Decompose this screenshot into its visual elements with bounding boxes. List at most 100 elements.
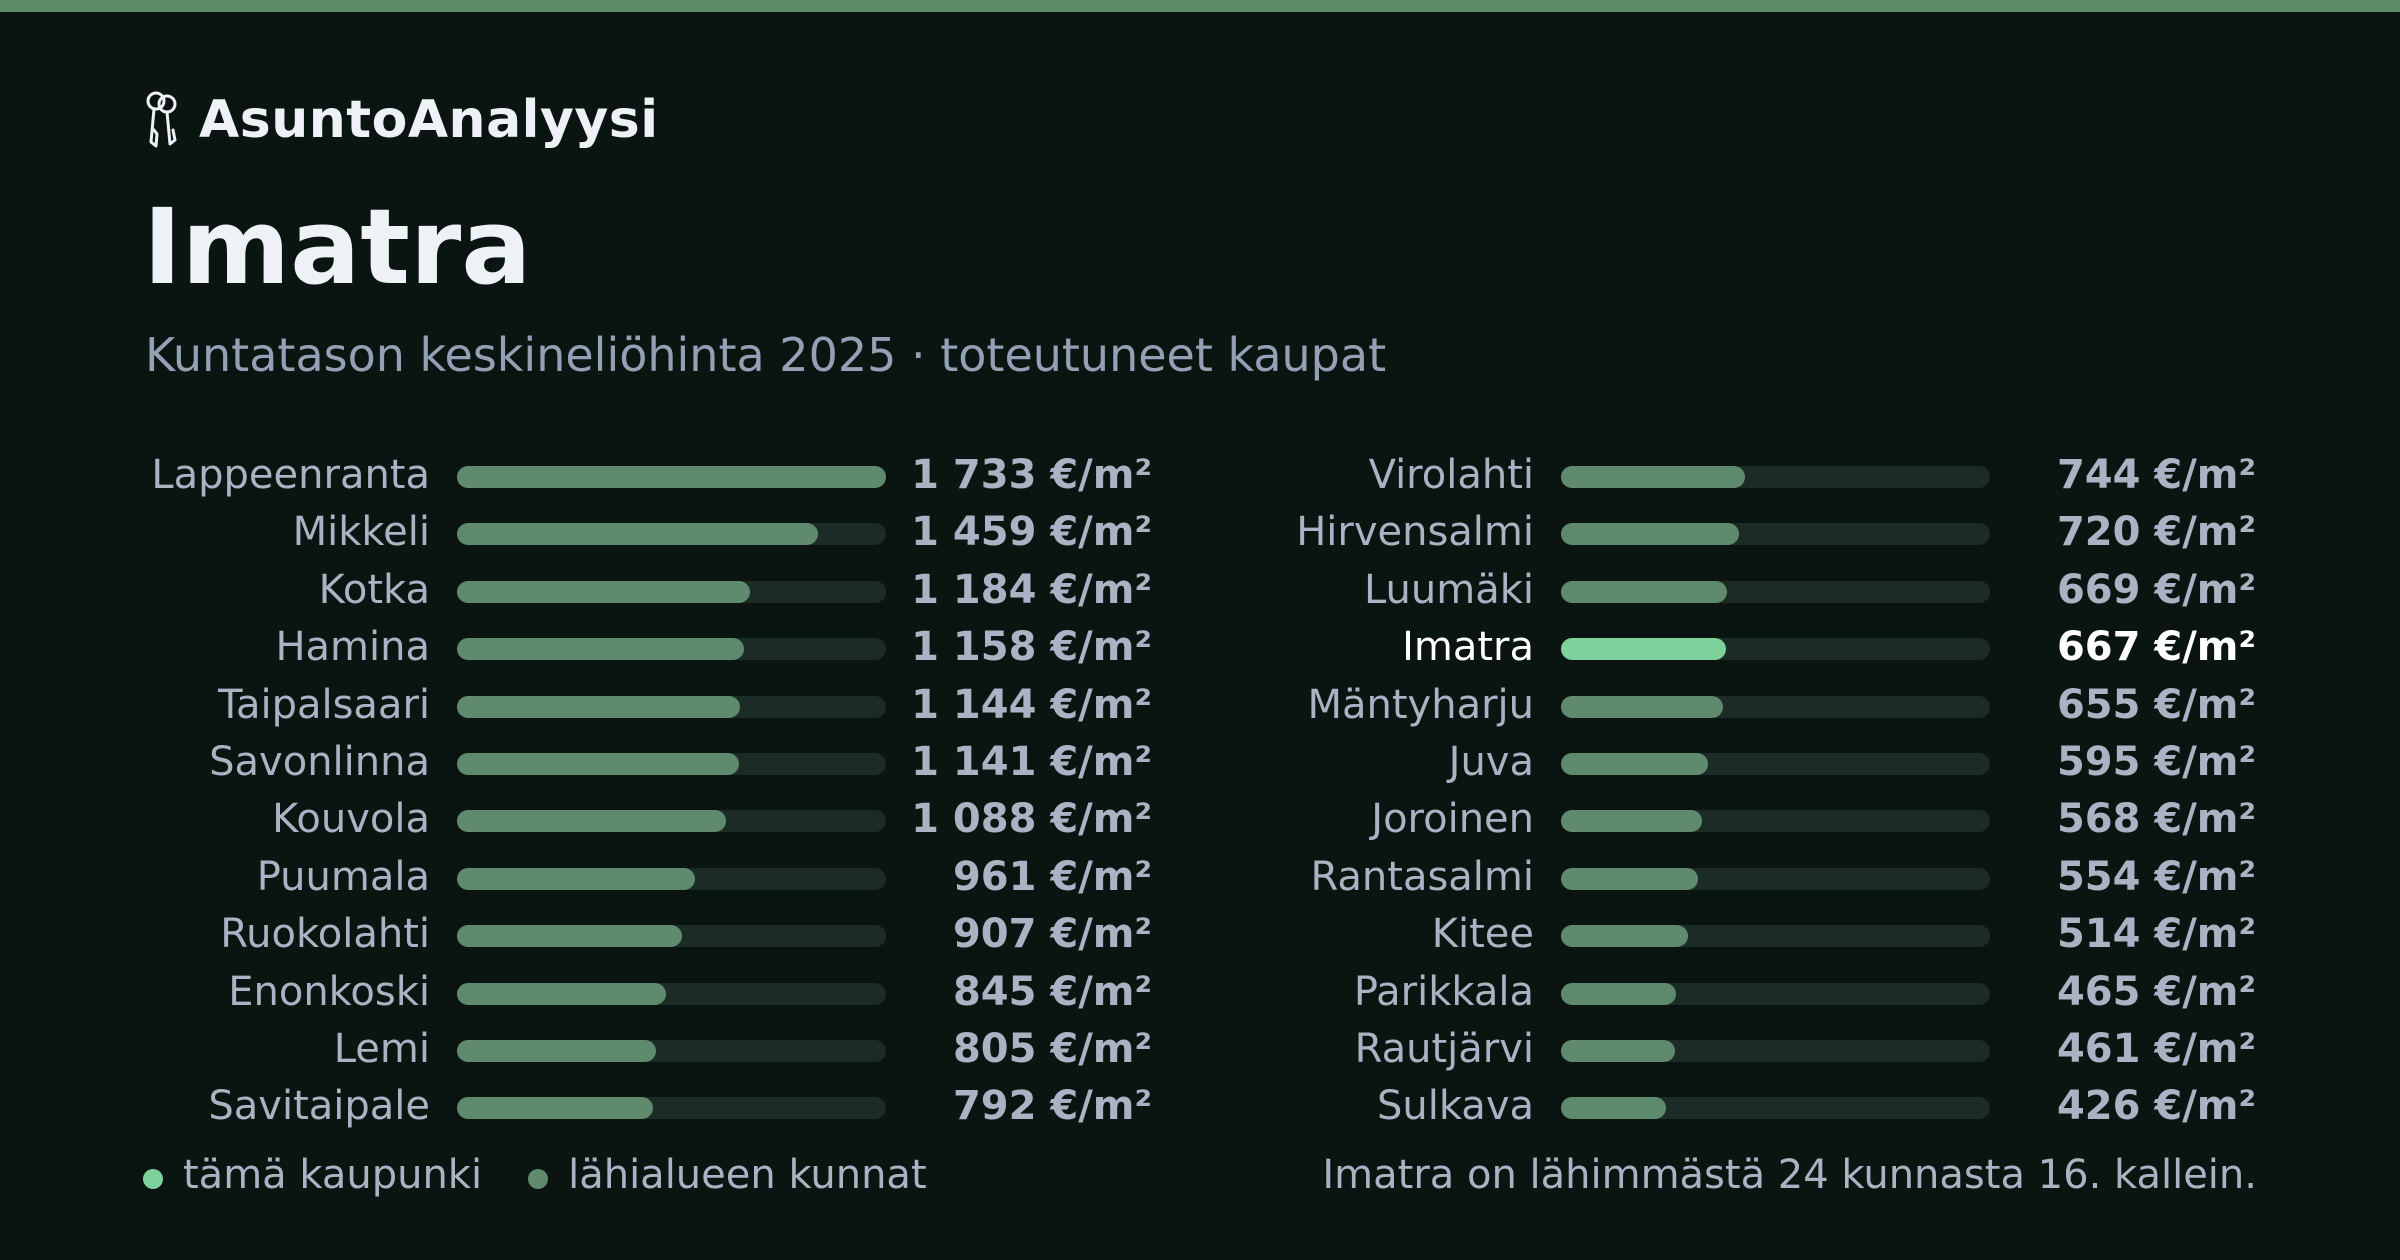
value-label: 461 €/m² bbox=[2056, 1026, 2256, 1072]
bar-track bbox=[1561, 580, 1990, 603]
legend: tämä kaupunki lähialueen kunnat bbox=[143, 1152, 973, 1198]
category-label: Rautjärvi bbox=[1354, 1026, 1534, 1072]
bar bbox=[457, 466, 886, 488]
bar bbox=[457, 1097, 653, 1120]
legend-item-this-city: tämä kaupunki bbox=[143, 1152, 482, 1198]
bar-track bbox=[457, 1097, 886, 1120]
category-label: Kouvola bbox=[272, 796, 430, 843]
top-accent-bar bbox=[0, 0, 2400, 12]
bar-track bbox=[1561, 867, 1990, 890]
bar-track bbox=[1561, 753, 1990, 775]
value-label: 595 €/m² bbox=[2056, 739, 2256, 785]
category-label: Taipalsaari bbox=[218, 681, 430, 728]
category-label: Kitee bbox=[1431, 911, 1534, 958]
brand: AsuntoAnalyysi bbox=[143, 88, 659, 152]
bar bbox=[457, 638, 744, 661]
category-label: Puumala bbox=[256, 853, 430, 900]
legend-label: tämä kaupunki bbox=[183, 1152, 483, 1198]
category-label: Enonkoski bbox=[228, 968, 430, 1015]
value-label: 744 €/m² bbox=[2056, 452, 2256, 498]
value-label: 1 184 €/m² bbox=[911, 566, 1152, 613]
value-label: 792 €/m² bbox=[952, 1083, 1152, 1130]
category-label: Juva bbox=[1448, 739, 1534, 785]
bar-row: Enonkoski 845 €/m² bbox=[0, 963, 2400, 1021]
bar bbox=[1561, 867, 1698, 890]
category-label: Joroinen bbox=[1371, 796, 1534, 843]
bar-track bbox=[457, 466, 886, 488]
bar-row: Savonlinna 1 141 €/m² bbox=[0, 733, 2400, 791]
bar-row: Virolahti 744 €/m² bbox=[0, 446, 2400, 504]
value-label: 1 088 €/m² bbox=[911, 796, 1152, 843]
bar-row: Kotka 1 184 €/m² bbox=[0, 561, 2400, 619]
page-title: Imatra bbox=[143, 186, 532, 308]
bar bbox=[1561, 1097, 1666, 1120]
bar-track bbox=[1561, 810, 1990, 833]
page-subtitle: Kuntatason keskineliöhinta 2025 · toteut… bbox=[145, 328, 1387, 382]
bar bbox=[1561, 523, 1739, 546]
keys-icon bbox=[146, 91, 177, 148]
value-label: 720 €/m² bbox=[2056, 509, 2256, 556]
value-label: 669 €/m² bbox=[2056, 566, 2256, 613]
bar-track bbox=[1561, 638, 1990, 661]
value-label: 1 733 €/m² bbox=[911, 452, 1152, 498]
bar-row: Kitee 514 €/m² bbox=[0, 905, 2400, 963]
bar-row: Rautjärvi 461 €/m² bbox=[0, 1020, 2400, 1078]
bar-row: Parikkala 465 €/m² bbox=[0, 963, 2400, 1021]
bar bbox=[457, 1040, 656, 1062]
value-label: 845 €/m² bbox=[952, 968, 1152, 1015]
bar-track bbox=[457, 925, 886, 948]
category-label: Parikkala bbox=[1353, 968, 1534, 1015]
bar-track bbox=[457, 753, 886, 775]
category-label: Kotka bbox=[318, 566, 430, 613]
bar bbox=[1561, 580, 1727, 603]
value-label: 554 €/m² bbox=[2056, 853, 2256, 900]
bar bbox=[1561, 925, 1688, 948]
category-label: Rantasalmi bbox=[1310, 853, 1534, 900]
bar-track bbox=[457, 867, 886, 890]
bar-track bbox=[1561, 1097, 1990, 1120]
bar-track bbox=[457, 1040, 886, 1062]
category-label: Savitaipale bbox=[208, 1083, 430, 1130]
bar bbox=[457, 982, 666, 1005]
value-label: 1 158 €/m² bbox=[911, 624, 1152, 671]
bar-row: Lemi 805 €/m² bbox=[0, 1020, 2400, 1078]
category-label: Hirvensalmi bbox=[1296, 509, 1534, 556]
rank-note: Imatra on lähimmästä 24 kunnasta 16. kal… bbox=[1322, 1152, 2257, 1198]
bar-track bbox=[1561, 523, 1990, 546]
bar-track bbox=[1561, 466, 1990, 488]
category-label: Virolahti bbox=[1368, 452, 1534, 498]
bar-row: Ruokolahti 907 €/m² bbox=[0, 905, 2400, 963]
value-label: 465 €/m² bbox=[2056, 968, 2256, 1015]
legend-dot-nearby bbox=[528, 1169, 549, 1189]
bar-row: Mikkeli 1 459 €/m² bbox=[0, 503, 2400, 561]
bar-track bbox=[457, 810, 886, 833]
legend-item-nearby: lähialueen kunnat bbox=[528, 1152, 927, 1198]
bar-track bbox=[457, 580, 886, 603]
value-label: 961 €/m² bbox=[952, 853, 1152, 900]
bar-track bbox=[457, 638, 886, 661]
bar-row: Kouvola 1 088 €/m² bbox=[0, 790, 2400, 848]
value-label: 667 €/m² bbox=[2056, 624, 2256, 671]
bar-row: Hamina 1 158 €/m² bbox=[0, 618, 2400, 676]
bar-row: Hirvensalmi 720 €/m² bbox=[0, 503, 2400, 561]
bar-track bbox=[1561, 1040, 1990, 1062]
category-label: Lemi bbox=[333, 1026, 430, 1072]
bar bbox=[1561, 638, 1726, 661]
value-label: 426 €/m² bbox=[2056, 1083, 2256, 1130]
bar-track bbox=[1561, 982, 1990, 1005]
bar-row: Joroinen 568 €/m² bbox=[0, 790, 2400, 848]
category-label: Mikkeli bbox=[292, 509, 430, 556]
bar-row: Juva 595 €/m² bbox=[0, 733, 2400, 791]
bar-row: Taipalsaari 1 144 €/m² bbox=[0, 676, 2400, 734]
bar bbox=[1561, 466, 1745, 488]
category-label: Sulkava bbox=[1376, 1083, 1534, 1130]
category-label: Imatra bbox=[1402, 624, 1534, 671]
category-label: Hamina bbox=[275, 624, 430, 671]
brand-name: AsuntoAnalyysi bbox=[199, 90, 659, 150]
category-label: Savonlinna bbox=[209, 739, 430, 785]
bar-track bbox=[1561, 925, 1990, 948]
bar bbox=[457, 523, 818, 546]
bar bbox=[1561, 1040, 1675, 1062]
bar bbox=[457, 867, 695, 890]
category-label: Lappeenranta bbox=[151, 452, 430, 498]
